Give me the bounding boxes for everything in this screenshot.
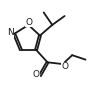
- Text: O: O: [33, 70, 40, 79]
- Text: N: N: [7, 28, 14, 37]
- Text: O: O: [26, 18, 33, 27]
- Text: O: O: [62, 62, 69, 71]
